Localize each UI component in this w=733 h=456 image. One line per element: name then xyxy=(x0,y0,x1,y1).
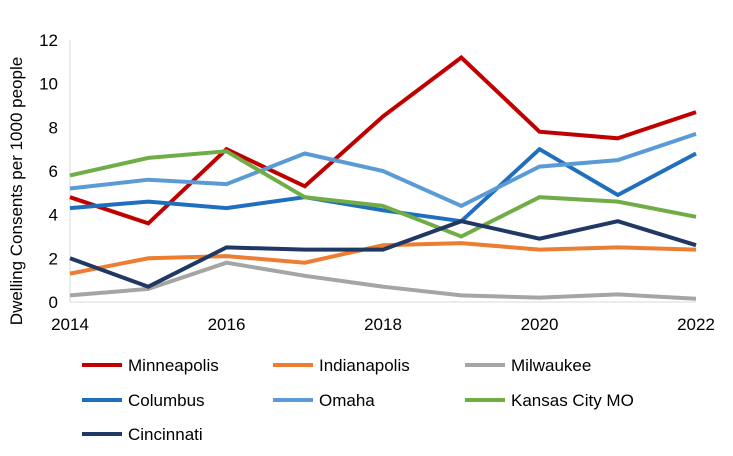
series-line-omaha xyxy=(69,132,697,209)
x-tick-label: 2016 xyxy=(208,315,246,334)
series-line-milwaukee xyxy=(69,260,697,301)
tick-labels: 0 2 4 6 8 10 12 2014 2016 2018 2020 2022 xyxy=(39,31,715,334)
legend-item: Minneapolis xyxy=(82,356,219,375)
legend-item: Indianapolis xyxy=(273,356,410,375)
x-tick-label: 2022 xyxy=(677,315,715,334)
y-tick-label: 12 xyxy=(39,31,58,50)
series-line-indianapolis xyxy=(69,241,697,276)
x-tick-label: 2014 xyxy=(51,315,89,334)
legend-label: Columbus xyxy=(128,391,205,410)
legend-label: Minneapolis xyxy=(128,356,219,375)
legend-label: Milwaukee xyxy=(511,356,591,375)
legend-item: Kansas City MO xyxy=(465,391,634,410)
series-line-minneapolis xyxy=(69,54,697,226)
series-line-columbus xyxy=(69,146,697,224)
legend-item: Cincinnati xyxy=(82,425,203,444)
x-tick-label: 2018 xyxy=(364,315,402,334)
legend-label: Cincinnati xyxy=(128,425,203,444)
series-line-cincinnati xyxy=(69,219,697,289)
legend-label: Indianapolis xyxy=(319,356,410,375)
series-layer xyxy=(69,54,697,301)
legend-label: Kansas City MO xyxy=(511,391,634,410)
y-tick-label: 0 xyxy=(49,293,58,312)
legend-item: Omaha xyxy=(273,391,375,410)
y-tick-label: 2 xyxy=(49,249,58,268)
y-tick-label: 10 xyxy=(39,75,58,94)
y-tick-label: 6 xyxy=(49,162,58,181)
y-tick-label: 8 xyxy=(49,118,58,137)
y-tick-label: 4 xyxy=(49,206,58,225)
legend-item: Columbus xyxy=(82,391,205,410)
y-axis-label: Dwelling Consents per 1000 people xyxy=(7,57,26,325)
series-line-kansas-city-mo xyxy=(69,149,697,239)
x-tick-label: 2020 xyxy=(521,315,559,334)
legend-item: Milwaukee xyxy=(465,356,591,375)
legend-label: Omaha xyxy=(319,391,375,410)
legend: Minneapolis Indianapolis Milwaukee Columbus… xyxy=(82,356,634,444)
